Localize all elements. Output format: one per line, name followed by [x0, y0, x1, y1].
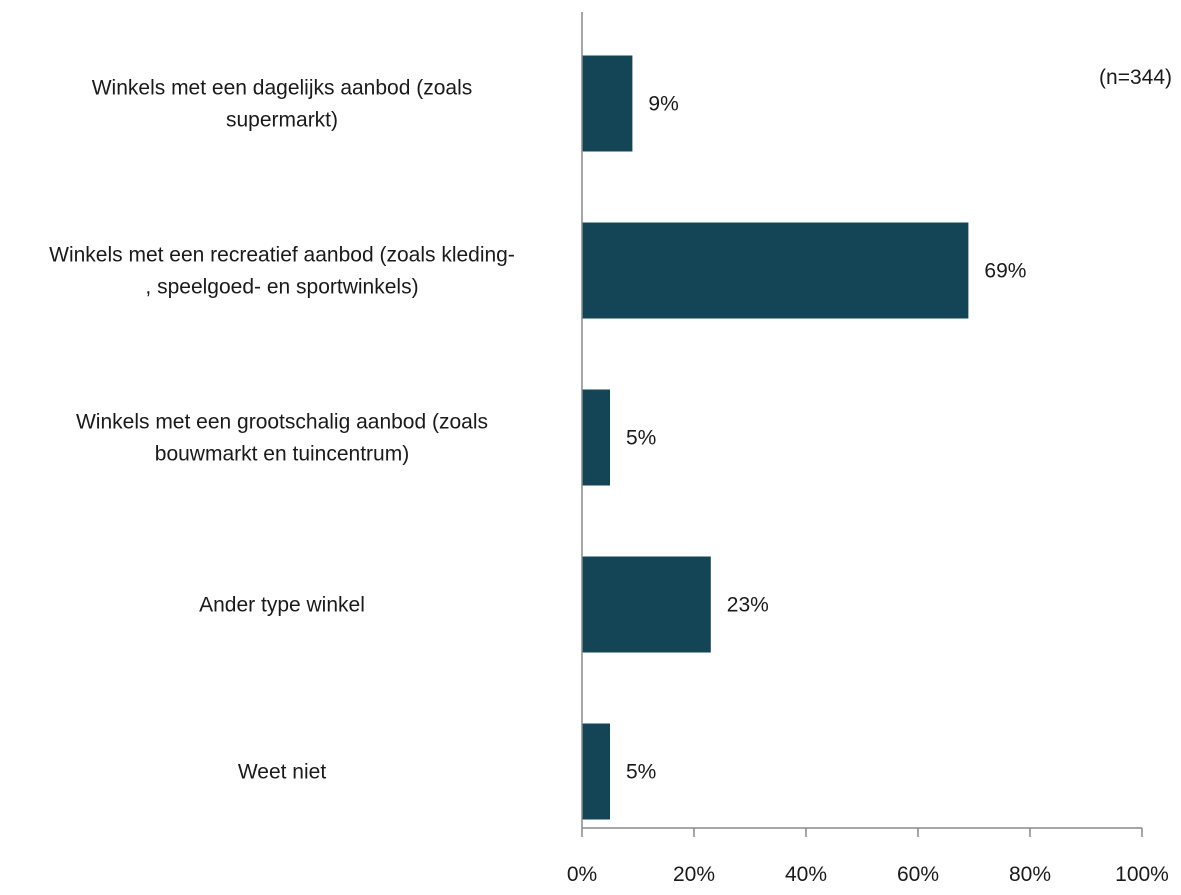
bar [582, 222, 969, 319]
bar [582, 556, 711, 653]
x-tick-label: 0% [567, 863, 597, 886]
category-label: Winkels met een grootschalig aanbod (zoa… [76, 411, 488, 466]
category-label-line: Winkels met een recreatief aanbod (zoals… [49, 244, 515, 267]
value-label: 69% [984, 260, 1026, 283]
category-label-line: Weet niet [238, 761, 326, 784]
x-tick-label: 100% [1115, 863, 1169, 886]
category-label-line: , speelgoed- en sportwinkels) [145, 276, 418, 299]
bar [582, 723, 610, 820]
category-label-line: supermarkt) [226, 109, 338, 132]
category-label: Winkels met een dagelijks aanbod (zoals s… [92, 77, 473, 132]
bar [582, 389, 610, 486]
value-label: 5% [626, 427, 656, 450]
sample-size-note: (n=344) [1099, 66, 1172, 89]
category-labels: Winkels met een dagelijks aanbod (zoals s… [49, 77, 515, 784]
value-label: 9% [648, 93, 678, 116]
x-tick-label: 20% [673, 863, 715, 886]
category-label: Ander type winkel [199, 594, 365, 617]
category-label: Winkels met een recreatief aanbod (zoals… [49, 244, 515, 299]
category-label-line: bouwmarkt en tuincentrum) [155, 443, 409, 466]
category-label-line: Winkels met een grootschalig aanbod (zoa… [76, 411, 488, 434]
value-label: 23% [727, 594, 769, 617]
x-axis-ticks: 0% 20% 40% 60% 80% 100% [567, 828, 1169, 886]
category-label: Weet niet [238, 761, 326, 784]
category-label-line: Winkels met een dagelijks aanbod (zoals [92, 77, 473, 100]
x-tick-label: 60% [897, 863, 939, 886]
x-tick-label: 40% [785, 863, 827, 886]
value-label: 5% [626, 761, 656, 784]
category-label-line: Ander type winkel [199, 594, 365, 617]
value-labels: 9% 69% 5% 23% 5% [626, 93, 1026, 784]
x-tick-label: 80% [1009, 863, 1051, 886]
bar [582, 55, 633, 152]
bars-group [582, 55, 969, 820]
